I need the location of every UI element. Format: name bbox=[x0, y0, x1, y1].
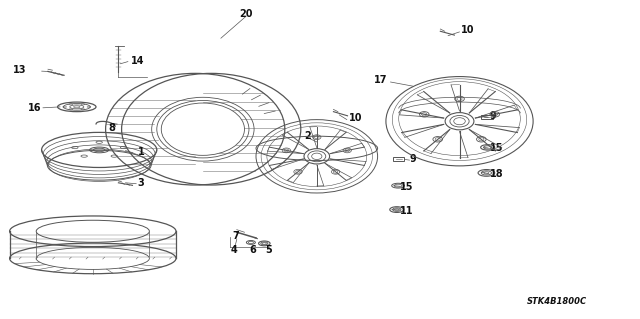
Text: 11: 11 bbox=[400, 205, 413, 216]
Text: 5: 5 bbox=[266, 245, 272, 256]
Text: 2: 2 bbox=[304, 130, 311, 141]
Text: STK4B1800C: STK4B1800C bbox=[527, 297, 587, 306]
Text: 1: 1 bbox=[138, 146, 145, 157]
Text: 6: 6 bbox=[250, 245, 256, 256]
Text: 17: 17 bbox=[374, 75, 387, 85]
Text: 3: 3 bbox=[138, 178, 145, 189]
Text: 10: 10 bbox=[461, 25, 474, 35]
Text: 20: 20 bbox=[239, 9, 253, 19]
Text: 18: 18 bbox=[490, 169, 503, 179]
Text: 10: 10 bbox=[349, 113, 362, 123]
Text: 7: 7 bbox=[232, 231, 239, 241]
Text: 15: 15 bbox=[400, 182, 413, 192]
Text: 8: 8 bbox=[109, 122, 116, 133]
Text: 9: 9 bbox=[410, 154, 417, 165]
Text: 14: 14 bbox=[131, 56, 145, 66]
Text: 16: 16 bbox=[28, 103, 42, 114]
Text: 15: 15 bbox=[490, 143, 503, 153]
Text: 9: 9 bbox=[490, 111, 497, 122]
Text: 13: 13 bbox=[13, 65, 27, 75]
Text: 4: 4 bbox=[230, 245, 237, 256]
